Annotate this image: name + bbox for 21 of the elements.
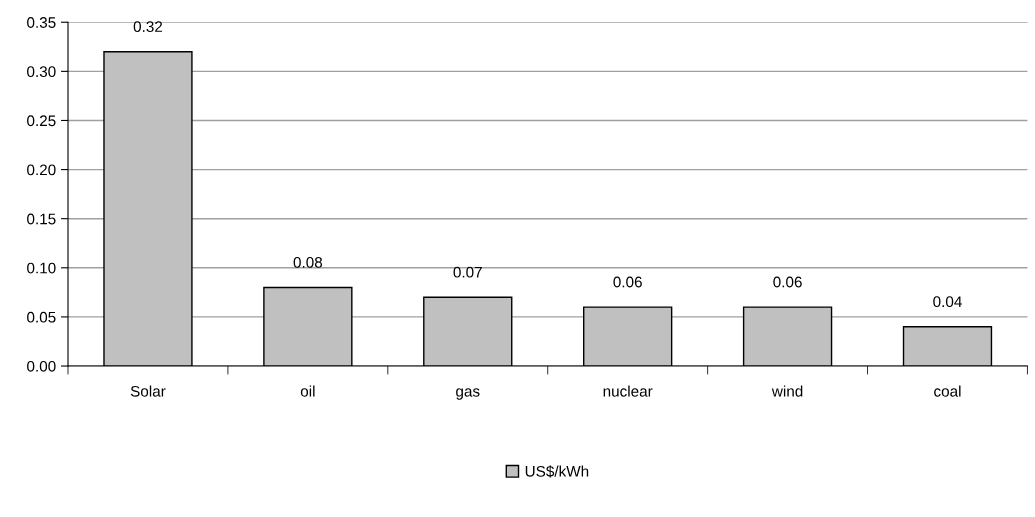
y-tick-label: 0.00 [27,360,56,372]
x-tick-label: nuclear [603,385,653,397]
x-tick-label: gas [456,388,480,400]
x-tick-label: wind [771,385,803,397]
data-label: 0.07 [453,266,482,278]
y-tick-label: 0.10 [27,262,56,274]
x-tick-label: coal [934,385,961,397]
data-label: 0.08 [293,256,323,268]
data-label: 0.06 [613,276,642,288]
y-tick-label: 0.30 [27,66,56,78]
x-tick-label: oil [300,385,315,397]
data-label: 0.32 [133,21,163,33]
y-tick-label: 0.25 [27,115,56,127]
y-tick-label: 0.05 [27,311,56,323]
x-tick-label: Solar [130,385,166,397]
y-tick-label: 0.20 [27,164,56,176]
data-label: 0.06 [773,276,802,288]
legend-label: US$/kWh [525,465,589,478]
data-label: 0.04 [933,296,962,308]
y-tick-label: 0.35 [27,17,56,28]
y-tick-label: 0.15 [27,213,56,225]
